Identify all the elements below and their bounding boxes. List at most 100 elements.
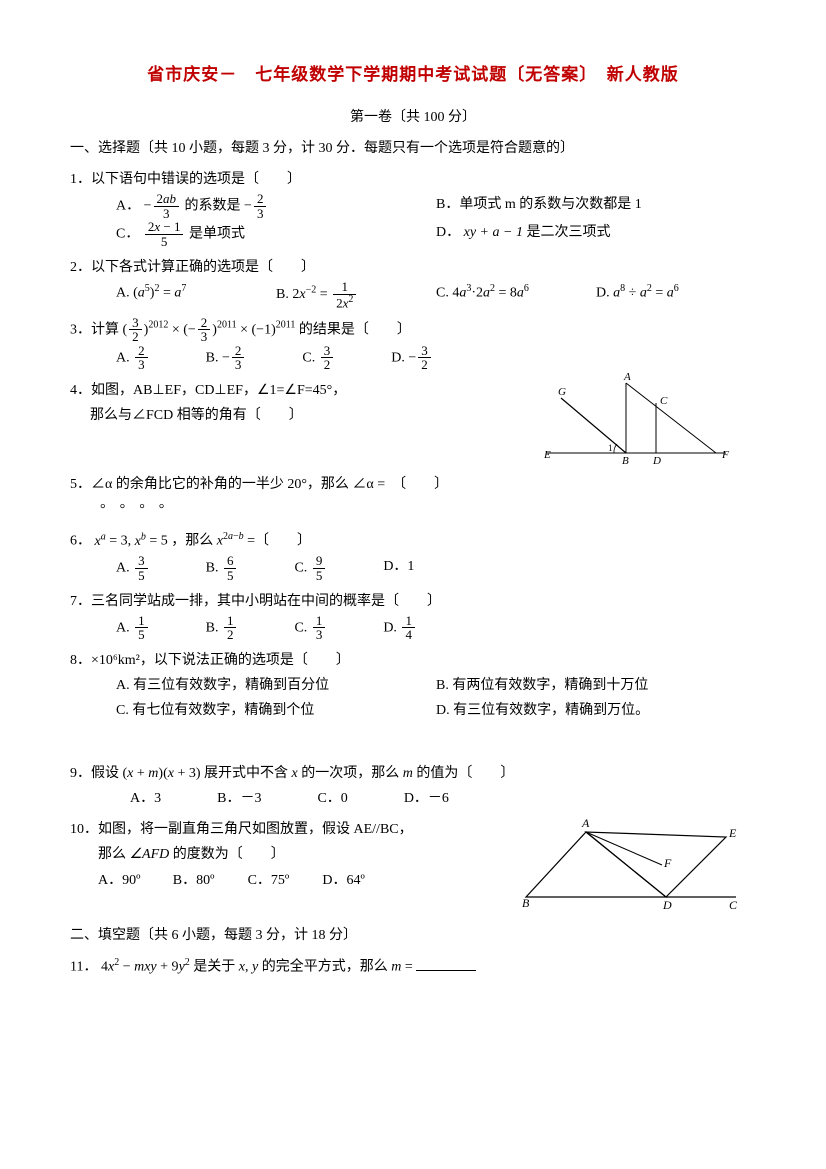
q1-d-suffix: 是二次三项式 [526,225,610,240]
q3-opt-a: A. 23 [116,344,150,372]
q1-opt-b: B．单项式 m 的系数与次数都是 1 [436,192,756,220]
q9-c: 的一次项，那么 [301,766,399,781]
q6-opt-b: B. 65 [206,554,239,582]
svg-text:E: E [728,826,737,840]
question-11: 11． 4x2 − mxy + 9y2 是关于 x, y 的完全平方式，那么 m… [70,954,756,980]
q9-opt-a: A．3 [130,786,161,811]
svg-text:E: E [543,449,551,461]
q2-options: A. (a5)2 = a7 B. 2x−2 = 12x2 C. 4a3·2a2 … [116,280,756,310]
q1-c-prefix: C． [116,227,139,242]
q11-d: = [405,960,413,975]
q1-stem: 1．以下语句中错误的选项是〔 〕 [70,167,756,192]
q3-opt-c: C. 32 [302,344,335,372]
q10-opt-c: C．75º [248,868,323,893]
q1-a-suffix: 的系数是 [185,199,241,214]
q5-line1: 5．∠α 的余角比它的补角的一半少 20°，那么 ∠α = 〔 〕 [70,472,756,497]
q10-opt-a: A．90º [98,868,173,893]
q6-stem: 6． xa = 3, xb = 5 ，那么 x2a−b =〔 〕 [70,528,756,554]
q11-c: 的完全平方式，那么 [262,960,388,975]
q10-l2c: 的度数为〔 〕 [173,847,285,862]
svg-text:G: G [558,386,566,398]
svg-text:C: C [729,898,738,912]
q1-c-suffix: 是单项式 [189,227,245,242]
q6-opt-c: C. 95 [294,554,327,582]
q4-figure: E F B D A C G 1 [536,368,736,468]
q7-opt-a: A. 15 [116,614,150,642]
question-7: 7．三名同学站成一排，其中小明站在中间的概率是〔 〕 A. 15 B. 12 C… [70,589,756,642]
q10-opt-d: D．64º [322,868,397,893]
svg-text:A: A [581,817,590,830]
q3-prefix: 3．计算 [70,322,119,337]
q3-opt-d: D. −32 [391,344,433,372]
q8-opt-a: A. 有三位有效数字，精确到百分位 [116,673,436,698]
q1-opt-c: C． 2x − 15 是单项式 [116,220,436,248]
q8-stem: 8．×10⁶km²，以下说法正确的选项是〔 〕 [70,648,756,673]
q6-opt-d: D．1 [383,554,414,582]
section-1-heading: 一、选择题〔共 10 小题，每题 3 分，计 30 分．每题只有一个选项是符合题… [70,136,756,161]
question-10: 10．如图，将一副直角三角尺如图放置，假设 AE//BC， 那么 ∠AFD 的度… [70,817,756,917]
q7-opt-d: D. 14 [383,614,417,642]
q7-opt-c: C. 13 [294,614,327,642]
svg-text:F: F [721,449,729,461]
page-subtitle: 第一卷〔共 100 分〕 [70,105,756,130]
q2-opt-b: B. 2x−2 = 12x2 [276,280,436,310]
q6-a: 6． [70,534,91,549]
svg-text:A: A [623,371,631,383]
svg-text:D: D [652,455,661,467]
q10-l2b: ∠AFD [130,847,170,862]
q9-d: 的值为〔 〕 [416,766,514,781]
q9-opt-b: B．－3 [217,786,261,811]
question-4: 4．如图，AB⊥EF，CD⊥EF，∠1=∠F=45°， 那么与∠FCD 相等的角… [70,378,756,466]
question-6: 6． xa = 3, xb = 5 ，那么 x2a−b =〔 〕 A. 35 B… [70,528,756,582]
svg-text:B: B [522,896,530,910]
question-8: 8．×10⁶km²，以下说法正确的选项是〔 〕 A. 有三位有效数字，精确到百分… [70,648,756,724]
q8-opt-c: C. 有七位有效数字，精确到个位 [116,698,436,723]
q9-options: A．3 B．－3 C．0 D．－6 [130,786,756,811]
svg-text:C: C [660,395,668,407]
q10-figure: B D C A E F [516,817,746,912]
q10-options: A．90º B．80º C．75º D．64º [98,868,438,893]
q2-opt-d: D. a8 ÷ a2 = a6 [596,280,756,310]
question-9: 9．假设 (x + m)(x + 3) 展开式中不含 x 的一次项，那么 m 的… [70,761,756,811]
q6-opt-a: A. 35 [116,554,150,582]
q6-options: A. 35 B. 65 C. 95 D．1 [116,554,756,582]
page-title: 省市庆安－ 七年级数学下学期期中考试试题〔无答案〕 新人教版 [70,60,756,91]
question-1: 1．以下语句中错误的选项是〔 〕 A． −2ab3 的系数是 −23 B．单项式… [70,167,756,249]
q1-d-math: xy + a − 1 [464,225,523,240]
q9-a: 9．假设 [70,766,119,781]
q7-opt-b: B. 12 [206,614,239,642]
q2-opt-c: C. 4a3·2a2 = 8a6 [436,280,596,310]
q6-b: ，那么 [171,534,213,549]
svg-text:1: 1 [608,443,613,453]
q9-stem: 9．假设 (x + m)(x + 3) 展开式中不含 x 的一次项，那么 m 的… [70,761,756,786]
question-3: 3．计算 (32)2012 × (−23)2011 × (−1)2011 的结果… [70,316,756,373]
q8-opt-b: B. 有两位有效数字，精确到十万位 [436,673,756,698]
q3-opt-b: B. −23 [206,344,247,372]
svg-text:F: F [663,856,672,870]
q11-a: 11． [70,960,97,975]
q1-opt-d: D． xy + a − 1 是二次三项式 [436,220,756,248]
q1-opt-a: A． −2ab3 的系数是 −23 [116,192,436,220]
q10-l2a: 那么 [98,847,126,862]
q8-opt-d: D. 有三位有效数字，精确到万位。 [436,698,756,723]
q2-stem: 2．以下各式计算正确的选项是〔 〕 [70,255,756,280]
q10-opt-b: B．80º [173,868,248,893]
question-2: 2．以下各式计算正确的选项是〔 〕 A. (a5)2 = a7 B. 2x−2 … [70,255,756,310]
question-5: 5．∠α 的余角比它的补角的一半少 20°，那么 ∠α = 〔 〕 ° ° ° … [70,472,756,522]
q2-opt-a: A. (a5)2 = a7 [116,280,276,310]
svg-text:D: D [662,898,672,912]
q9-opt-c: C．0 [317,786,347,811]
q9-b: 展开式中不含 [204,766,288,781]
q1-a-prefix: A． [116,199,140,214]
q5-line2: ° ° ° ° [100,497,756,522]
svg-text:B: B [622,455,629,467]
q3-suffix: 的结果是〔 〕 [299,322,411,337]
section-2-heading: 二、填空题〔共 6 小题，每题 3 分，计 18 分〕 [70,923,756,948]
q11-b: 是关于 [193,960,235,975]
q9-opt-d: D．－6 [404,786,449,811]
q1-d-prefix: D． [436,225,460,240]
q8-options: A. 有三位有效数字，精确到百分位 B. 有两位有效数字，精确到十万位 C. 有… [116,673,756,723]
blank-line [416,956,476,971]
q3-stem: 3．计算 (32)2012 × (−23)2011 × (−1)2011 的结果… [70,316,756,344]
q7-options: A. 15 B. 12 C. 13 D. 14 [116,614,756,642]
